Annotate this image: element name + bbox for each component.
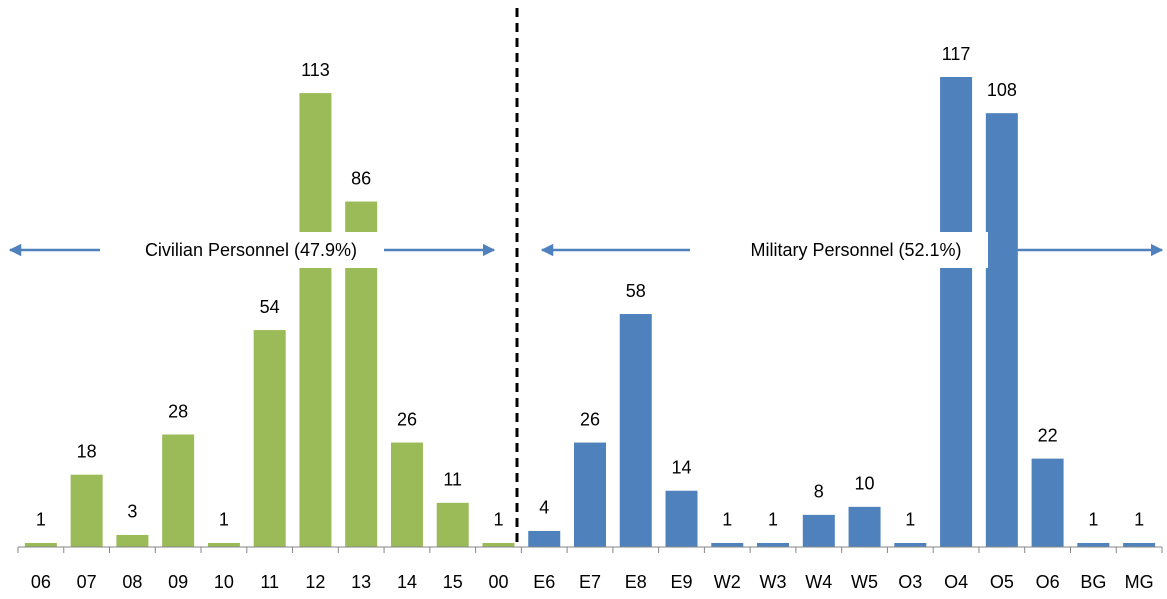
value-label: 22 xyxy=(1038,425,1058,445)
value-label: 113 xyxy=(301,60,330,80)
x-tick-label: O3 xyxy=(898,572,922,592)
value-label: 108 xyxy=(987,80,1017,100)
x-tick-label: O4 xyxy=(944,572,968,592)
bar xyxy=(1123,542,1156,547)
label-box xyxy=(118,232,384,268)
x-tick-label: MG xyxy=(1125,572,1154,592)
value-label: 58 xyxy=(626,281,646,301)
x-tick-label: O5 xyxy=(990,572,1014,592)
x-tick-label: BG xyxy=(1080,572,1106,592)
value-label: 1 xyxy=(905,510,915,530)
bar xyxy=(482,542,515,547)
value-label: 1 xyxy=(1134,510,1144,530)
x-tick-label: 08 xyxy=(122,572,142,592)
value-label: 26 xyxy=(580,409,600,429)
bar xyxy=(253,330,286,547)
x-tick-label: O6 xyxy=(1036,572,1060,592)
x-tick-label: 09 xyxy=(168,572,188,592)
x-tick-label: W4 xyxy=(805,572,832,592)
bar xyxy=(894,542,927,547)
bar xyxy=(940,77,973,548)
bar xyxy=(802,514,835,547)
value-label: 1 xyxy=(722,510,732,530)
bar xyxy=(24,542,57,547)
value-label: 8 xyxy=(814,482,824,502)
bar xyxy=(528,530,561,547)
bar xyxy=(390,442,423,547)
value-label: 4 xyxy=(539,498,549,518)
value-label: 11 xyxy=(443,470,462,490)
bar xyxy=(985,113,1018,547)
value-label: 18 xyxy=(77,441,97,461)
value-label: 26 xyxy=(397,409,417,429)
x-tick-label: 11 xyxy=(260,572,279,592)
bar xyxy=(1031,458,1064,547)
bar xyxy=(757,542,790,547)
x-tick-label: 06 xyxy=(31,572,51,592)
bar xyxy=(1077,542,1110,547)
x-tick-label: E7 xyxy=(579,572,601,592)
value-label: 10 xyxy=(855,474,875,494)
x-tick-label: W3 xyxy=(760,572,787,592)
bar xyxy=(619,314,652,547)
x-tick-label: W5 xyxy=(851,572,878,592)
bar xyxy=(574,442,606,547)
x-tick-label: 10 xyxy=(214,572,234,592)
x-tick-label: 14 xyxy=(397,572,417,592)
bar xyxy=(207,542,240,547)
value-label: 117 xyxy=(942,44,971,64)
bar xyxy=(70,474,103,547)
x-tick-label: W2 xyxy=(714,572,741,592)
bar xyxy=(116,534,149,547)
value-label: 1 xyxy=(1088,510,1098,530)
bar xyxy=(711,542,744,547)
bar xyxy=(436,502,469,547)
x-tick-label: E6 xyxy=(533,572,555,592)
x-tick-label: 15 xyxy=(443,572,463,592)
value-label: 86 xyxy=(351,168,371,188)
x-tick-label: 12 xyxy=(305,572,325,592)
value-label: 54 xyxy=(260,297,280,317)
annotation: Military Personnel (52.1%) xyxy=(750,240,961,260)
value-label: 1 xyxy=(493,510,503,530)
value-label: 14 xyxy=(672,458,692,478)
value-label: 28 xyxy=(168,401,188,421)
annotation: Civilian Personnel (47.9%) xyxy=(145,240,357,260)
x-tick-label: E8 xyxy=(625,572,647,592)
value-label: 3 xyxy=(127,502,137,522)
value-label: 1 xyxy=(36,510,46,530)
x-tick-label: E9 xyxy=(671,572,693,592)
bar xyxy=(665,490,698,547)
x-tick-label: 00 xyxy=(488,572,508,592)
x-tick-label: 07 xyxy=(77,572,97,592)
bar xyxy=(162,434,195,547)
label-box xyxy=(724,232,988,268)
bar xyxy=(299,93,332,547)
bar xyxy=(848,506,881,547)
annotations: Civilian Personnel (47.9%) Military Pers… xyxy=(8,232,1164,268)
value-label: 1 xyxy=(768,510,778,530)
value-label: 1 xyxy=(219,510,229,530)
plot xyxy=(17,77,1163,553)
x-tick-label: 13 xyxy=(351,572,371,592)
